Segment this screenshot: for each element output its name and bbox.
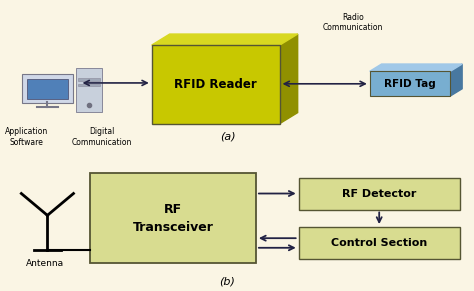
FancyBboxPatch shape xyxy=(78,84,100,86)
FancyBboxPatch shape xyxy=(76,68,102,112)
FancyBboxPatch shape xyxy=(22,74,73,103)
Text: Digital
Communication: Digital Communication xyxy=(72,127,132,147)
Text: RF
Transceiver: RF Transceiver xyxy=(133,203,213,234)
FancyBboxPatch shape xyxy=(152,45,280,124)
Text: Application
Software: Application Software xyxy=(4,127,48,147)
Text: RFID Reader: RFID Reader xyxy=(174,78,257,91)
Text: RF Detector: RF Detector xyxy=(342,189,416,198)
Text: (b): (b) xyxy=(219,277,236,287)
Text: Antenna: Antenna xyxy=(26,259,64,268)
FancyBboxPatch shape xyxy=(299,178,460,210)
Text: Control Section: Control Section xyxy=(331,238,428,248)
Polygon shape xyxy=(280,34,298,124)
Polygon shape xyxy=(152,34,298,45)
Polygon shape xyxy=(450,64,462,96)
FancyBboxPatch shape xyxy=(370,71,450,96)
Polygon shape xyxy=(370,64,462,71)
FancyBboxPatch shape xyxy=(90,173,256,263)
FancyBboxPatch shape xyxy=(78,78,100,81)
Text: (a): (a) xyxy=(220,131,235,141)
Text: Radio
Communication: Radio Communication xyxy=(323,13,383,33)
Text: RFID Tag: RFID Tag xyxy=(384,79,436,89)
FancyBboxPatch shape xyxy=(299,227,460,259)
FancyBboxPatch shape xyxy=(27,79,68,99)
